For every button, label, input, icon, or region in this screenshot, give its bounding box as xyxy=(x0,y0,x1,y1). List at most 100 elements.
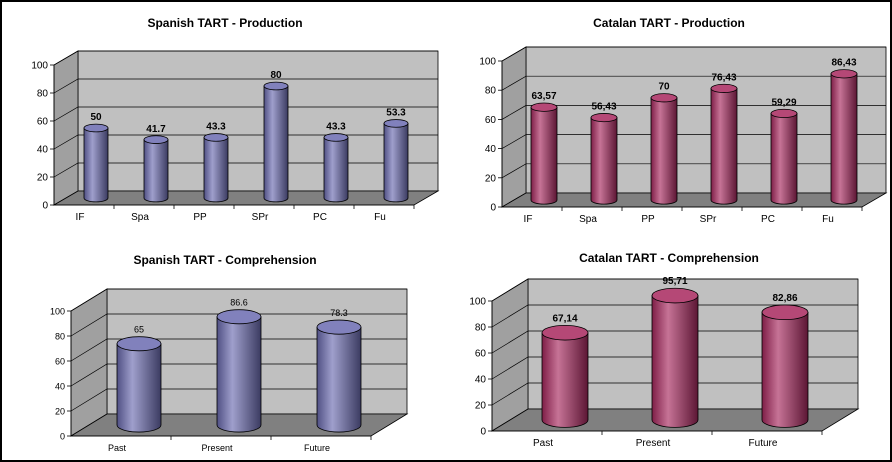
bar-top xyxy=(143,135,169,144)
chart-title: Spanish TART - Comprehension xyxy=(133,253,317,267)
y-tick-label: 20 xyxy=(475,401,487,412)
y-tick-label: 0 xyxy=(42,201,48,212)
bar-top xyxy=(650,93,678,103)
bar xyxy=(830,69,858,205)
x-tick-label: IF xyxy=(524,214,533,225)
bar-top xyxy=(541,324,589,341)
bar-body xyxy=(710,88,738,205)
y-tick-label: 80 xyxy=(37,89,49,100)
data-label: 53.3 xyxy=(386,108,406,119)
data-label: 67,14 xyxy=(552,313,577,324)
y-tick-label: 60 xyxy=(475,349,487,360)
x-tick-label: Present xyxy=(201,443,233,453)
bar-body xyxy=(323,136,349,203)
bar-body xyxy=(143,139,169,203)
gridline xyxy=(491,356,858,380)
x-tick-label: Past xyxy=(533,438,553,449)
data-label: 86.6 xyxy=(230,298,248,308)
gridline xyxy=(53,78,438,94)
bar-body xyxy=(263,85,289,203)
bar-body xyxy=(650,97,678,205)
chart-catalan-production: Catalan TART - Production 0 20 40 60 80 100 63… xyxy=(448,2,890,233)
x-tick-label: SPr xyxy=(700,214,717,225)
gridline xyxy=(501,46,886,62)
chart-spanish-production: Spanish TART - Production 0 20 40 60 80 100 50… xyxy=(2,2,448,233)
bar-top xyxy=(710,83,738,93)
bar xyxy=(143,135,169,203)
y-tick-label: 40 xyxy=(475,375,487,386)
bar-top xyxy=(83,123,109,133)
bar-body xyxy=(383,122,409,203)
gridline xyxy=(70,363,407,387)
gridline xyxy=(53,134,438,150)
y-tick-label: 60 xyxy=(37,117,49,128)
data-label: 63,57 xyxy=(531,91,556,102)
bar-body xyxy=(116,343,162,433)
gridline xyxy=(70,313,407,337)
x-tick-label: Past xyxy=(108,443,127,453)
bar xyxy=(383,119,409,203)
y-tick-label: 60 xyxy=(55,357,65,367)
data-label: 50 xyxy=(90,112,102,123)
chart-plot: 0 20 40 60 80 100 67,14 Past 95,71 Present 82,86 Fu… xyxy=(469,276,860,449)
bar-top xyxy=(316,319,362,335)
x-tick-label: Fu xyxy=(374,212,386,223)
bar-top xyxy=(770,108,798,118)
chart-title: Catalan TART - Production xyxy=(593,16,745,30)
bar xyxy=(650,93,678,205)
bar-top xyxy=(530,102,558,112)
data-label: 70 xyxy=(658,82,670,93)
y-tick-label: 0 xyxy=(480,427,486,438)
plot-side-wall xyxy=(70,288,108,437)
x-tick-label: PP xyxy=(193,212,207,223)
bar xyxy=(216,309,262,433)
bar xyxy=(541,324,589,428)
bar xyxy=(770,108,798,205)
gridline xyxy=(501,75,886,91)
bar xyxy=(323,133,349,203)
bar-top xyxy=(761,304,809,321)
x-tick-label: PP xyxy=(641,214,655,225)
bar-body xyxy=(541,332,589,428)
bar-top xyxy=(323,133,349,142)
bar-body xyxy=(761,311,809,428)
bar xyxy=(316,319,362,433)
gridline xyxy=(501,163,886,179)
bar-top xyxy=(216,309,262,325)
data-label: 76,43 xyxy=(711,72,736,83)
plot-side-wall xyxy=(53,50,79,206)
y-tick-label: 20 xyxy=(485,173,497,184)
y-tick-label: 100 xyxy=(50,307,65,317)
gridline xyxy=(491,304,858,328)
chart-plot: 0 20 40 60 80 100 63,57 IF 56,43 Spa 70 PP 76,43 SPr 5… xyxy=(479,46,888,225)
bar xyxy=(263,81,289,203)
x-tick-label: PC xyxy=(761,214,775,225)
x-tick-label: IF xyxy=(76,212,85,223)
data-label: 80 xyxy=(270,70,282,81)
data-label: 43.3 xyxy=(326,122,346,133)
chart-title: Catalan TART - Comprehension xyxy=(579,251,759,265)
bar xyxy=(710,83,738,205)
data-label: 65 xyxy=(134,325,144,335)
y-tick-label: 100 xyxy=(479,57,496,68)
bar-body xyxy=(651,295,699,428)
gridline xyxy=(70,288,407,312)
bar-top xyxy=(651,287,699,304)
gridline xyxy=(70,388,407,412)
bar-body xyxy=(216,316,262,433)
gridline xyxy=(491,278,858,302)
y-tick-label: 20 xyxy=(37,173,49,184)
bar-body xyxy=(830,73,858,205)
gridline xyxy=(491,330,858,354)
chart-title: Spanish TART - Production xyxy=(147,16,303,30)
y-tick-label: 60 xyxy=(485,115,497,126)
bar-top xyxy=(203,133,229,142)
gridline xyxy=(501,105,886,120)
gridline xyxy=(501,134,886,149)
bar-body xyxy=(203,136,229,203)
bar-body xyxy=(770,113,798,205)
chart-spanish-comprehension: Spanish TART - Comprehension 0 20 40 60 80 10… xyxy=(2,233,448,460)
bar xyxy=(761,304,809,428)
gridline xyxy=(53,50,438,66)
